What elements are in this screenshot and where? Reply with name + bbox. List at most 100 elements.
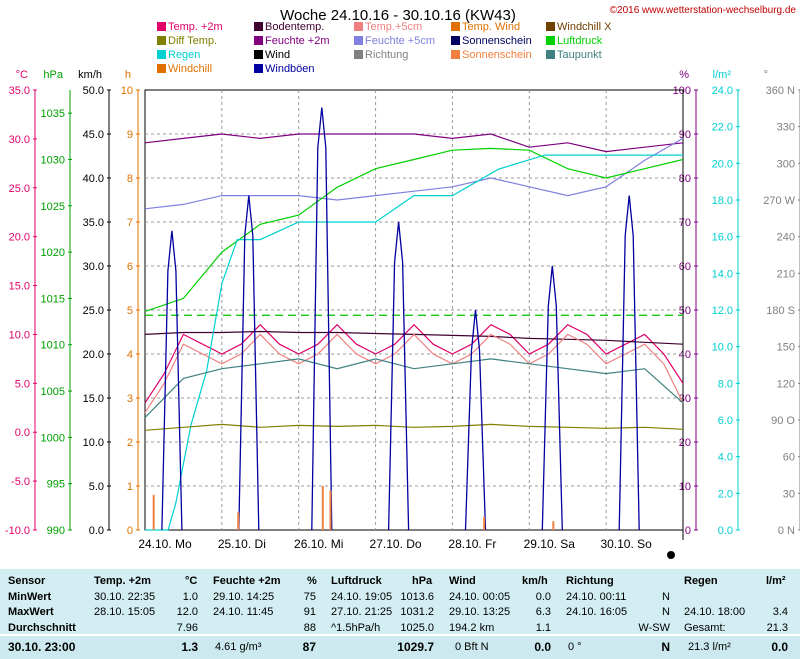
legend-label: Sonnenschein [462, 35, 532, 47]
row-avg-luft-val: 1025.0 [400, 622, 434, 634]
row-avg-luft-when: ^1.5hPa/h [331, 622, 381, 634]
axis-unit: ° [764, 69, 768, 81]
legend-label: Temp. Wind [462, 21, 520, 33]
series-layer [144, 107, 684, 531]
x-tick-label: 25.10. Di [218, 537, 266, 551]
x-tick-label: 27.10. Do [370, 537, 422, 551]
axis-tick-label: 0.0 [89, 525, 104, 537]
row-min-feuchte-when: 29.10. 14:25 [213, 591, 275, 603]
axis-tick-label: 1 [127, 481, 133, 493]
axis-tick-label: 30.0 [9, 134, 30, 146]
row-max-temp-val: 12.0 [176, 606, 198, 618]
weather-chart: Woche 24.10.16 - 30.10.16 (KW43) ©2016 w… [4, 5, 800, 559]
axis-tick-label: 70 [679, 217, 691, 229]
row-min-wind-when: 24.10. 00:05 [449, 591, 511, 603]
row-max-luft-val: 1031.2 [400, 606, 434, 618]
cur-richt-when: 0 ° [568, 641, 582, 653]
legend-label: Luftdruck [557, 35, 603, 47]
cur-temp: 1.3 [181, 640, 198, 654]
axis-tick-label: 995 [47, 479, 65, 491]
cur-luft: 1029.7 [397, 640, 434, 654]
axis-tick-label: 90 O [771, 415, 795, 427]
axis-tick-label: 0 [127, 525, 133, 537]
legend-swatch [451, 50, 460, 59]
hdr-wind: Wind [449, 575, 476, 587]
sunshine-bar [237, 512, 240, 530]
x-tick-label: 26.10. Mi [294, 537, 343, 551]
axis-tick-label: 50.0 [83, 85, 104, 97]
series-line [144, 323, 684, 404]
row-avg-feuchte-val: 88 [303, 622, 316, 634]
axis-tick-label: 20.0 [712, 158, 733, 170]
cur-label: 30.10. 23:00 [8, 640, 76, 654]
axis-tick-label: 0 [685, 525, 691, 537]
row-avg-richt-val: W-SW [638, 622, 670, 634]
x-tick-label: 24.10. Mo [138, 537, 192, 551]
legend-label: Temp.+5cm [365, 21, 422, 33]
axis-tick-label: 20.0 [83, 349, 104, 361]
row-max-richt-when: 24.10. 16:05 [566, 606, 628, 618]
legend-swatch [254, 36, 263, 45]
row-avg-label: Durchschnitt [8, 622, 76, 634]
axis-tick-label: 24.0 [712, 85, 733, 97]
legend-swatch [354, 36, 363, 45]
axis-tick-label: 22.0 [712, 122, 733, 134]
axis-tick-label: 2 [127, 437, 133, 449]
axis-tick-label: 14.0 [712, 268, 733, 280]
legend-label: Windchill [168, 63, 212, 75]
sunshine-bar [329, 490, 332, 530]
axis-tick-label: 8 [127, 173, 133, 185]
legend-label: Regen [168, 49, 200, 61]
axis-tick-label: 270 W [763, 195, 795, 207]
axis-tick-label: 15.0 [83, 393, 104, 405]
row-avg-wind-val: 1.1 [535, 622, 551, 634]
x-labels: 24.10. Mo 25.10. Di 26.10. Mi 27.10. Do 28.1… [138, 537, 652, 551]
legend-swatch [254, 64, 263, 73]
row-avg-regen-when: Gesamt: [684, 622, 726, 634]
grid [145, 90, 683, 530]
row-min-feuchte-val: 75 [303, 591, 316, 603]
legend-swatch [354, 50, 363, 59]
legend-swatch [254, 22, 263, 31]
hdr-temp: Temp. +2m [94, 575, 151, 587]
axis-tick-label: 90 [679, 129, 691, 141]
axis-tick-label: 20 [679, 437, 691, 449]
copyright[interactable]: ©2016 www.wetterstation-wechselburg.de [610, 5, 797, 16]
legend-swatch [157, 36, 166, 45]
axis-tick-label: 6.0 [718, 415, 733, 427]
axis-tick-label: 9 [127, 129, 133, 141]
legend: Temp. +2m Bodentemp. Temp.+5cm Temp. Wind Wi… [157, 21, 612, 75]
axis-tick-label: 100 [673, 85, 691, 97]
axis-tick-label: 1005 [41, 386, 65, 398]
axis-tick-label: -5.0 [11, 476, 30, 488]
sunshine-bar [321, 486, 324, 530]
row-max-feuchte-val: 91 [303, 606, 316, 618]
legend-swatch [546, 36, 555, 45]
axis-tick-label: 0.0 [15, 427, 30, 439]
gust-peak [618, 195, 640, 531]
x-tick-label: 30.10. So [600, 537, 652, 551]
axis-tick-label: 10 [121, 85, 133, 97]
row-min-richt-when: 24.10. 00:11 [566, 591, 627, 603]
axis-tick-label: 40 [679, 349, 691, 361]
axis-tick-label: 35.0 [83, 217, 104, 229]
axes: °C35.030.025.020.015.010.05.00.0-5.0-10.… [5, 69, 800, 537]
legend-label: Windchill X [557, 21, 612, 33]
row-max-regen-when: 24.10. 18:00 [684, 606, 746, 618]
axis-tick-label: 1000 [41, 432, 65, 444]
hdr-luftdruck-unit: hPa [412, 575, 433, 587]
row-max-wind-val: 6.3 [535, 606, 551, 618]
gust-peak [311, 107, 333, 531]
axis-tick-label: 10 [679, 481, 691, 493]
axis-tick-label: 5.0 [89, 481, 104, 493]
cur-wind: 0.0 [534, 640, 551, 654]
axis-tick-label: 300 [777, 158, 795, 170]
axis-tick-label: 4.0 [718, 452, 733, 464]
row-min-luft-when: 24.10. 19:05 [331, 591, 393, 603]
row-max-temp-when: 28.10. 15:05 [94, 606, 156, 618]
legend-label: Bodentemp. [265, 21, 324, 33]
cur-regen-when: 21.3 l/m² [688, 641, 731, 653]
series-line [144, 133, 684, 153]
hdr-feuchte: Feuchte +2m [213, 575, 281, 587]
hdr-richtung: Richtung [566, 575, 614, 587]
